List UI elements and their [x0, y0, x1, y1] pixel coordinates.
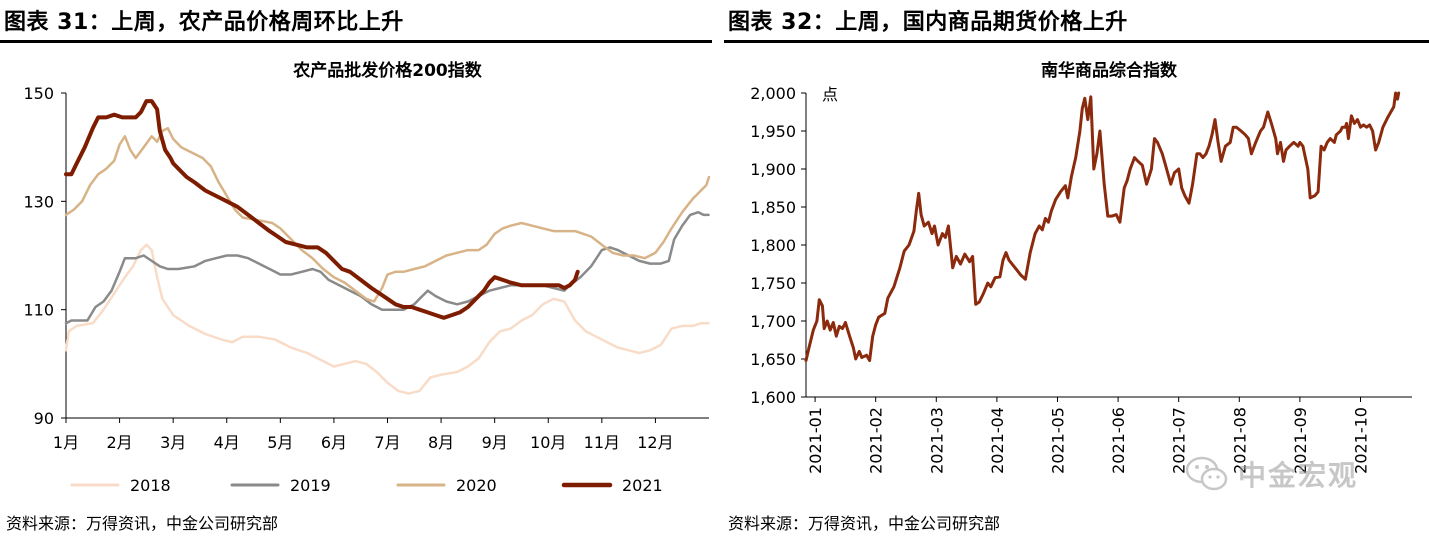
right-y-tick-label: 2,000 [750, 84, 796, 103]
left-legend-label-2020: 2020 [456, 476, 497, 495]
right-x-tick-label: 2021-03 [927, 407, 946, 474]
right-x-tick-label: 2021-01 [806, 407, 825, 474]
watermark: 中金宏观 [1184, 452, 1358, 496]
right-y-tick-label: 1,900 [750, 160, 796, 179]
right-series-line-nanhua-index [804, 91, 1401, 362]
left-x-tick-label: 12月 [637, 433, 673, 452]
right-y-tick-label: 1,950 [750, 122, 796, 141]
right-chart-title: 南华商品综合指数 [1041, 60, 1178, 81]
left-x-tick-label: 7月 [374, 433, 400, 452]
right-y-tick-label: 1,600 [750, 388, 796, 407]
right-y-tick-label: 1,800 [750, 236, 796, 255]
left-x-tick-label: 6月 [321, 433, 347, 452]
right-x-tick-label: 2021-02 [867, 407, 886, 474]
right-y-tick-label: 1,850 [750, 198, 796, 217]
left-legend-label-2018: 2018 [130, 476, 171, 495]
right-x-tick-label: 2021-09 [1291, 407, 1310, 474]
left-series-line-2021 [64, 99, 580, 320]
left-series-line-2018 [64, 243, 710, 395]
left-y-tick-label: 90 [34, 409, 54, 428]
left-y-tick-label: 150 [23, 84, 54, 103]
left-x-tick-label: 9月 [482, 433, 508, 452]
left-x-tick-label: 11月 [584, 433, 620, 452]
left-x-tick-label: 8月 [428, 433, 454, 452]
right-x-tick-label: 2021-08 [1230, 407, 1249, 474]
wechat-logo-icon [1185, 456, 1228, 491]
left-x-tick-label: 4月 [214, 433, 240, 452]
left-legend-label-2019: 2019 [290, 476, 331, 495]
left-series-line-2019 [64, 210, 710, 325]
left-figure-title: 图表 31：上周，农产品价格周环比上升 [4, 10, 404, 35]
right-y-unit-label: 点 [822, 85, 838, 104]
left-x-tick-label: 10月 [530, 433, 566, 452]
right-x-tick-label: 2021-10 [1351, 407, 1370, 474]
right-y-tick-label: 1,750 [750, 274, 796, 293]
left-source-note: 资料来源：万得资讯，中金公司研究部 [6, 514, 279, 533]
right-x-tick-label: 2021-07 [1170, 407, 1189, 474]
right-figure-title: 图表 32：上周，国内商品期货价格上升 [728, 10, 1128, 35]
left-x-tick-label: 5月 [267, 433, 293, 452]
right-y-tick-label: 1,700 [750, 312, 796, 331]
right-source-note: 资料来源：万得资讯，中金公司研究部 [728, 514, 1001, 533]
right-x-tick-label: 2021-04 [988, 407, 1007, 474]
left-x-tick-label: 1月 [53, 433, 79, 452]
left-legend-label-2021: 2021 [622, 476, 663, 495]
left-y-tick-label: 110 [23, 301, 54, 320]
left-x-tick-label: 3月 [160, 433, 186, 452]
right-x-tick-label: 2021-06 [1109, 407, 1128, 474]
watermark-text: 中金宏观 [1238, 459, 1359, 492]
left-chart-title: 农产品批发价格200指数 [292, 60, 482, 81]
left-x-tick-label: 2月 [106, 433, 132, 452]
right-title-rule [724, 40, 1429, 43]
left-y-tick-label: 130 [23, 192, 54, 211]
left-series-line-2020 [64, 126, 711, 303]
right-y-tick-label: 1,650 [750, 350, 796, 369]
left-title-rule [0, 40, 712, 43]
right-x-tick-label: 2021-05 [1048, 407, 1067, 474]
